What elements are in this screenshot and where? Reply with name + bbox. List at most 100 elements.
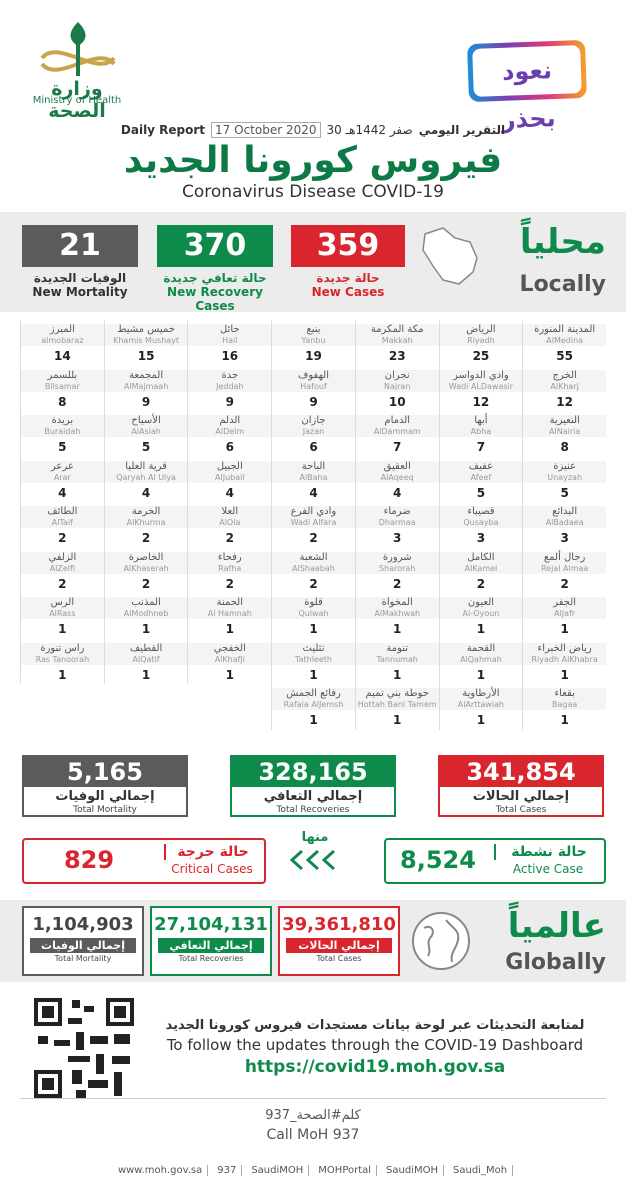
- city-cases: 15: [137, 349, 155, 363]
- city-cell: الشعبة AlShaabah 2: [271, 547, 355, 593]
- city-name-ar: العيون: [439, 597, 523, 609]
- report-date: 17 October 2020: [211, 122, 321, 138]
- city-name-ar: النعيرية: [523, 415, 606, 427]
- social-link[interactable]: www.moh.gov.sa: [113, 1165, 209, 1176]
- city-cell: الهفوف Hafouf 9: [271, 365, 355, 411]
- logo-text: وزارة الصحة: [48, 78, 106, 122]
- city-cell: حائل Hail 16: [187, 320, 272, 366]
- report-hijri: 30 صفر 1442هـ: [326, 123, 413, 137]
- saudi-map: [422, 227, 478, 285]
- city-cell: الطائف AlTaif 2: [20, 502, 104, 548]
- city-cases: 3: [560, 531, 569, 545]
- city-name-en: AlKhaserah: [104, 563, 188, 574]
- new-recoveries: 370 حالة تعافي جديدة New Recovery Cases: [152, 225, 278, 313]
- city-name-en: AlJubail: [188, 472, 272, 483]
- city-name-ar: رفحاء: [188, 551, 272, 564]
- city-name-ar: الخفجي: [188, 642, 272, 655]
- city-name-ar: الزلفي: [21, 551, 104, 564]
- city-name-ar: راس تنورة: [21, 642, 104, 655]
- report-line: Daily Report 17 October 2020 30 صفر 1442…: [110, 122, 516, 138]
- city-name-ar: المبرز: [21, 324, 104, 336]
- label-ar: إجمالي الحالات: [286, 938, 392, 953]
- city-cell: المذنب AlModhneb 1: [103, 593, 188, 639]
- city-name-en: Riyadh AlKhabra: [523, 654, 606, 665]
- city-cell: البدائع AlBadaea 3: [522, 502, 606, 548]
- city-name-ar: الرس: [21, 597, 104, 609]
- city-name-ar: المذنب: [104, 597, 188, 609]
- city-cases: 9: [309, 394, 318, 409]
- city-name-en: AlMakhwah: [355, 609, 439, 619]
- city-cell: الحمنة Al Hamnah 1: [187, 593, 272, 639]
- city-name-en: AlAqeeq: [355, 472, 439, 483]
- city-name-en: AlKhurma: [104, 518, 188, 528]
- city-cell: رفحاء Rafha 2: [187, 547, 272, 593]
- city-cases: 6: [225, 440, 234, 454]
- city-name-ar: رجال ألمع: [523, 551, 606, 564]
- city-cell: المجمعة AlMajmaah 9: [103, 365, 188, 411]
- city-cases: 4: [393, 485, 402, 500]
- label-en: New Mortality: [32, 285, 128, 299]
- value: 39,361,810: [282, 914, 396, 935]
- city-name-en: AlQatif: [104, 654, 188, 665]
- city-cases: 14: [54, 349, 71, 363]
- social-link[interactable]: SaudiMOH: [246, 1165, 310, 1176]
- city-name-en: Ras Tanoorah: [21, 654, 104, 665]
- value: 341,854: [440, 757, 602, 787]
- value: 21: [22, 225, 138, 267]
- label-en: Total Cases: [316, 954, 362, 963]
- label-en: Total Mortality: [73, 805, 137, 815]
- city-cell: مكة المكرمة Makkah 23: [354, 320, 439, 366]
- city-name-en: Abha: [439, 427, 523, 437]
- city-name-ar: القطيف: [104, 642, 188, 655]
- city-name-en: AlMajmaah: [104, 381, 188, 392]
- city-cases: 2: [225, 531, 234, 545]
- city-cell: القطيف AlQatif 1: [103, 638, 188, 684]
- city-cell: رفائع الجمش Rafaia AlJemsh 1: [271, 684, 355, 730]
- social-link[interactable]: Saudi_Moh: [448, 1165, 514, 1176]
- city-name-en: AlBadaea: [523, 518, 606, 528]
- city-name-ar: جدة: [188, 369, 272, 382]
- city-cases: 2: [141, 576, 151, 591]
- city-cases: 19: [305, 349, 322, 363]
- city-name-en: AlDelm: [188, 427, 272, 437]
- label-en: New Cases: [311, 285, 385, 299]
- label-ar: حالة جديدة: [316, 271, 380, 285]
- city-name-en: Rafaia AlJemsh: [272, 700, 355, 710]
- city-cases: 6: [309, 440, 318, 454]
- title: فيروس كورونا الجديد: [123, 140, 503, 181]
- city-cell: حوطة بني تميم Hottah Bani Tamem 1: [354, 684, 439, 730]
- city-name-en: Dharmaa: [355, 518, 439, 528]
- city-name-ar: قلوة: [272, 597, 355, 609]
- dashboard-url[interactable]: https://covid19.moh.gov.sa: [244, 1057, 506, 1077]
- city-name-ar: ضرماء: [355, 506, 439, 518]
- global-title-en: Globally: [505, 950, 606, 975]
- social-link[interactable]: MOHPortal: [313, 1165, 378, 1176]
- city-cell: نجران Najran 10: [354, 365, 439, 411]
- city-name-ar: عرعر: [21, 460, 104, 473]
- city-cell: ضرماء Dharmaa 3: [354, 502, 439, 548]
- city-cases: 4: [141, 485, 151, 500]
- city-cell: الخاصرة AlKhaserah 2: [103, 547, 188, 593]
- city-cases: 1: [476, 667, 486, 682]
- city-name-en: AlModhneb: [104, 609, 188, 619]
- qr-code: [32, 996, 136, 1100]
- city-name-en: Wadi ALDawasir: [439, 381, 523, 392]
- global-title: عالمياً: [507, 906, 606, 946]
- city-name-en: AlZelfi: [21, 563, 104, 574]
- city-name-ar: الجبيل: [188, 460, 272, 473]
- city-name-ar: الكامل: [439, 551, 523, 564]
- city-name-en: Al-Oyoun: [439, 609, 523, 619]
- city-cell: تثليث Tathleeth 1: [271, 638, 355, 684]
- social-link[interactable]: 937: [212, 1165, 243, 1176]
- new-cases: 359 حالة جديدة New Cases: [291, 225, 405, 299]
- city-name-en: AlQahmah: [439, 654, 523, 665]
- city-name-en: AlArttawiah: [439, 700, 523, 710]
- city-cases: 12: [556, 394, 573, 409]
- city-name-ar: قرية العليا: [104, 460, 188, 473]
- city-cases: 23: [388, 349, 406, 363]
- city-cases: 1: [58, 667, 67, 682]
- social-link[interactable]: SaudiMOH: [381, 1165, 445, 1176]
- city-name-en: Wadi Alfara: [272, 518, 355, 528]
- city-cases: 2: [309, 531, 318, 545]
